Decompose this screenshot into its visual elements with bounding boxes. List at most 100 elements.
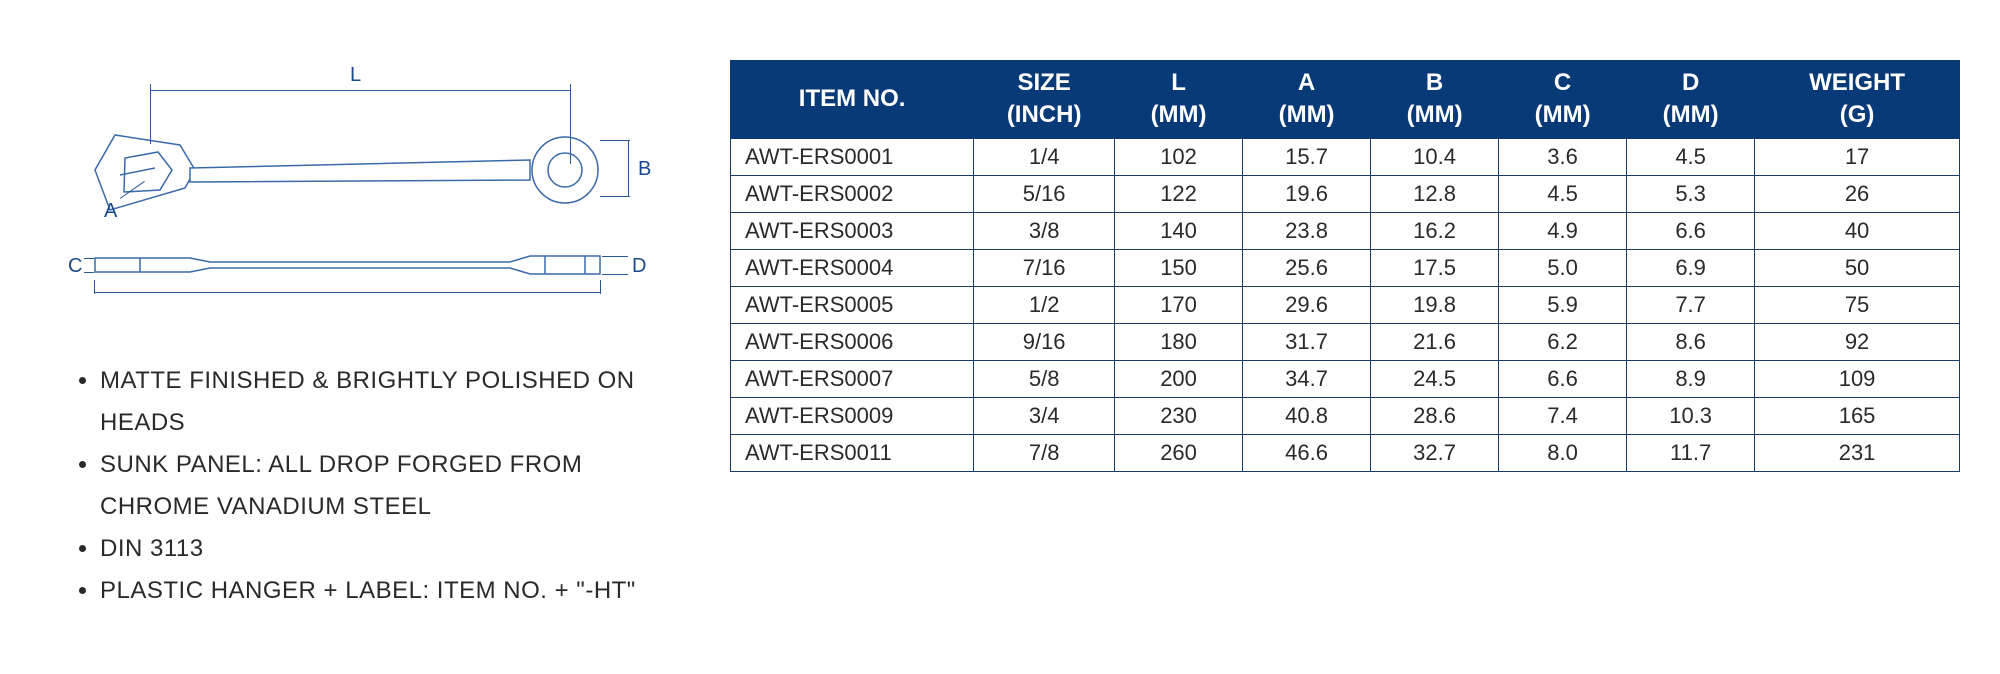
table-cell: 15.7 (1243, 138, 1371, 175)
table-cell: 122 (1115, 175, 1243, 212)
dim-label-A: A (104, 200, 117, 223)
table-cell: 28.6 (1371, 397, 1499, 434)
dim-label-L: L (350, 64, 361, 87)
table-cell: AWT-ERS0005 (731, 286, 974, 323)
table-cell: 5/8 (974, 360, 1115, 397)
table-cell: 200 (1115, 360, 1243, 397)
column-header: A(MM) (1243, 61, 1371, 139)
table-row: AWT-ERS00047/1615025.617.55.06.950 (731, 249, 1960, 286)
table-cell: 25.6 (1243, 249, 1371, 286)
table-row: AWT-ERS00051/217029.619.85.97.775 (731, 286, 1960, 323)
column-header: B(MM) (1371, 61, 1499, 139)
column-header: D(MM) (1627, 61, 1755, 139)
table-cell: 1/4 (974, 138, 1115, 175)
table-cell: 140 (1115, 212, 1243, 249)
table-cell: 7.4 (1499, 397, 1627, 434)
spec-table: ITEM NO.SIZE(INCH)L(MM)A(MM)B(MM)C(MM)D(… (730, 60, 1960, 472)
table-cell: 10.3 (1627, 397, 1755, 434)
left-panel: L A B (40, 60, 680, 654)
table-cell: AWT-ERS0002 (731, 175, 974, 212)
table-cell: AWT-ERS0004 (731, 249, 974, 286)
table-cell: 5/16 (974, 175, 1115, 212)
wrench-side-svg (90, 250, 630, 280)
table-cell: 180 (1115, 323, 1243, 360)
table-cell: 4.5 (1627, 138, 1755, 175)
table-row: AWT-ERS00069/1618031.721.66.28.692 (731, 323, 1960, 360)
table-cell: 260 (1115, 434, 1243, 471)
column-header: L(MM) (1115, 61, 1243, 139)
table-cell: 11.7 (1627, 434, 1755, 471)
table-cell: 1/2 (974, 286, 1115, 323)
table-cell: 34.7 (1243, 360, 1371, 397)
table-row: AWT-ERS00033/814023.816.24.96.640 (731, 212, 1960, 249)
column-header: SIZE(INCH) (974, 61, 1115, 139)
table-cell: 6.9 (1627, 249, 1755, 286)
table-cell: 8.6 (1627, 323, 1755, 360)
table-cell: 9/16 (974, 323, 1115, 360)
column-header: ITEM NO. (731, 61, 974, 139)
dim-label-D: D (632, 255, 646, 278)
dim-label-C: C (68, 255, 82, 278)
table-cell: AWT-ERS0003 (731, 212, 974, 249)
table-cell: 50 (1755, 249, 1960, 286)
table-row: AWT-ERS00075/820034.724.56.68.9109 (731, 360, 1960, 397)
table-cell: 40 (1755, 212, 1960, 249)
table-cell: 17 (1755, 138, 1960, 175)
table-cell: 165 (1755, 397, 1960, 434)
table-cell: 3.6 (1499, 138, 1627, 175)
table-cell: 17.5 (1371, 249, 1499, 286)
table-cell: 7/8 (974, 434, 1115, 471)
right-panel: ITEM NO.SIZE(INCH)L(MM)A(MM)B(MM)C(MM)D(… (730, 60, 1960, 654)
table-cell: 3/8 (974, 212, 1115, 249)
table-cell: 32.7 (1371, 434, 1499, 471)
table-cell: 150 (1115, 249, 1243, 286)
table-cell: 5.9 (1499, 286, 1627, 323)
table-cell: 46.6 (1243, 434, 1371, 471)
table-row: AWT-ERS00117/826046.632.78.011.7231 (731, 434, 1960, 471)
table-cell: 109 (1755, 360, 1960, 397)
table-cell: AWT-ERS0009 (731, 397, 974, 434)
feature-item: PLASTIC HANGER + LABEL: ITEM NO. + "-HT" (100, 570, 680, 612)
table-cell: AWT-ERS0007 (731, 360, 974, 397)
table-row: AWT-ERS00011/410215.710.43.64.517 (731, 138, 1960, 175)
dim-label-B: B (638, 158, 651, 181)
table-cell: 29.6 (1243, 286, 1371, 323)
column-header: C(MM) (1499, 61, 1627, 139)
table-cell: 10.4 (1371, 138, 1499, 175)
table-cell: 4.5 (1499, 175, 1627, 212)
feature-item: DIN 3113 (100, 528, 680, 570)
table-cell: 19.8 (1371, 286, 1499, 323)
table-row: AWT-ERS00025/1612219.612.84.55.326 (731, 175, 1960, 212)
table-cell: 7.7 (1627, 286, 1755, 323)
table-cell: 12.8 (1371, 175, 1499, 212)
table-cell: 6.2 (1499, 323, 1627, 360)
table-cell: 40.8 (1243, 397, 1371, 434)
table-cell: 8.0 (1499, 434, 1627, 471)
table-cell: 231 (1755, 434, 1960, 471)
table-cell: 23.8 (1243, 212, 1371, 249)
table-cell: 230 (1115, 397, 1243, 434)
table-cell: 24.5 (1371, 360, 1499, 397)
table-header-row: ITEM NO.SIZE(INCH)L(MM)A(MM)B(MM)C(MM)D(… (731, 61, 1960, 139)
feature-item: SUNK PANEL: ALL DROP FORGED FROM CHROME … (100, 444, 680, 528)
table-cell: 92 (1755, 323, 1960, 360)
feature-item: MATTE FINISHED & BRIGHTLY POLISHED ON HE… (100, 360, 680, 444)
table-cell: 16.2 (1371, 212, 1499, 249)
feature-list: MATTE FINISHED & BRIGHTLY POLISHED ON HE… (40, 360, 680, 612)
table-cell: AWT-ERS0001 (731, 138, 974, 175)
wrench-diagram: L A B (70, 80, 660, 300)
table-cell: 26 (1755, 175, 1960, 212)
table-cell: 6.6 (1499, 360, 1627, 397)
table-cell: 21.6 (1371, 323, 1499, 360)
wrench-top-svg (90, 120, 630, 220)
table-cell: 31.7 (1243, 323, 1371, 360)
table-cell: 170 (1115, 286, 1243, 323)
table-cell: 4.9 (1499, 212, 1627, 249)
table-cell: AWT-ERS0011 (731, 434, 974, 471)
table-row: AWT-ERS00093/423040.828.67.410.3165 (731, 397, 1960, 434)
table-cell: 5.0 (1499, 249, 1627, 286)
table-cell: 6.6 (1627, 212, 1755, 249)
table-cell: AWT-ERS0006 (731, 323, 974, 360)
table-cell: 102 (1115, 138, 1243, 175)
table-cell: 7/16 (974, 249, 1115, 286)
